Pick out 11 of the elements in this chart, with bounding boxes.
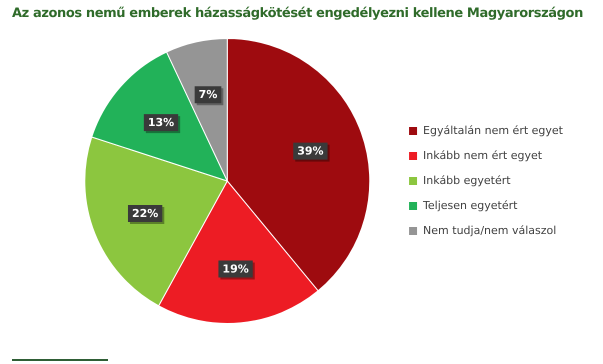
legend-label: Inkább nem ért egyet: [423, 148, 543, 162]
legend-label: Egyáltalán nem ért egyet: [423, 124, 564, 137]
legend-label: Nem tudja/nem válaszol: [423, 224, 556, 237]
data-label: 7%: [198, 88, 218, 102]
data-label: 22%: [132, 206, 158, 220]
chart-title: Az azonos nemű emberek házasságkötését engedélyezni kellene Magyarországon: [12, 6, 583, 21]
legend-label: Teljesen egyetért: [422, 198, 518, 212]
data-label: 39%: [297, 144, 324, 158]
data-label: 13%: [148, 116, 174, 129]
data-label: 19%: [222, 262, 249, 276]
legend-label: Inkább egyetért: [423, 174, 512, 187]
